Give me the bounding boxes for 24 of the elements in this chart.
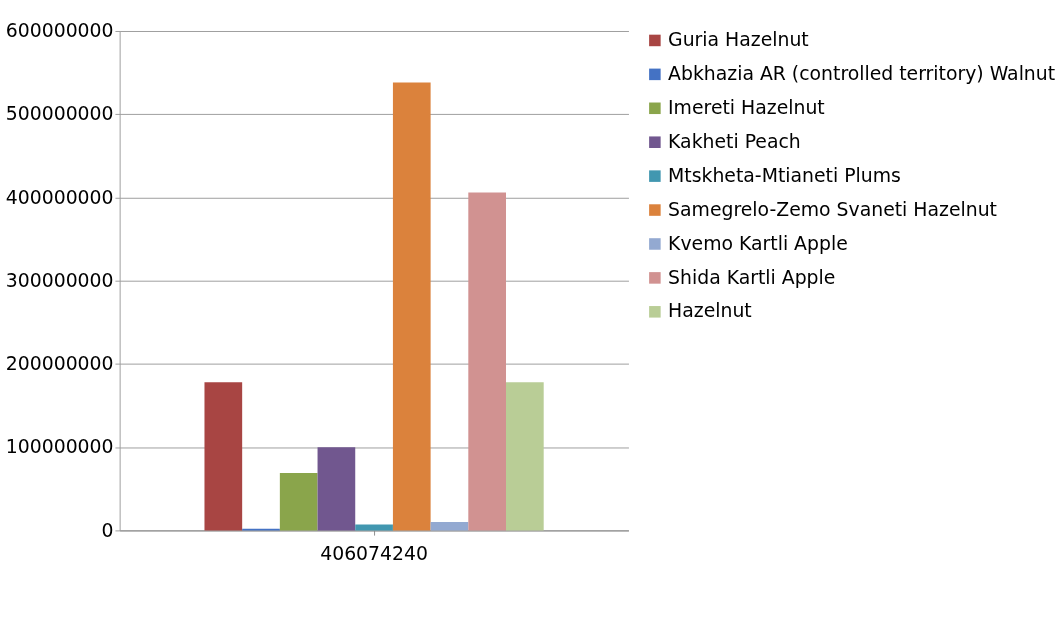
bar <box>506 382 544 531</box>
bar <box>279 472 318 531</box>
legend-label: Kvemo Kartli Apple <box>668 232 848 254</box>
y-tick-label: 100000000 <box>5 436 114 458</box>
legend-label: Samegrelo-Zemo Svaneti Hazelnut <box>668 198 997 220</box>
bar <box>204 382 243 531</box>
legend-label: Imereti Hazelnut <box>668 96 825 118</box>
legend-label: Hazelnut <box>668 300 752 322</box>
bar <box>468 192 506 531</box>
y-tick-label: 0 <box>101 519 114 541</box>
y-tick-label: 500000000 <box>5 103 114 125</box>
legend-label: Abkhazia AR (controlled territory) Walnut <box>668 63 1056 85</box>
y-tick-label: 400000000 <box>5 186 114 208</box>
legend-label: Shida Kartli Apple <box>668 266 836 288</box>
legend-label: Kakheti Peach <box>668 130 801 152</box>
bar <box>392 82 431 531</box>
y-tick-label: 600000000 <box>5 20 114 42</box>
legend-label: Mtskheta-Mtianeti Plums <box>668 164 901 186</box>
y-tick-label: 200000000 <box>5 353 114 375</box>
legend-label: Guria Hazelnut <box>668 29 809 51</box>
bar <box>430 522 469 531</box>
x-tick-label: 406074240 <box>320 543 428 565</box>
bar <box>317 447 356 531</box>
y-tick-label: 300000000 <box>5 269 114 291</box>
